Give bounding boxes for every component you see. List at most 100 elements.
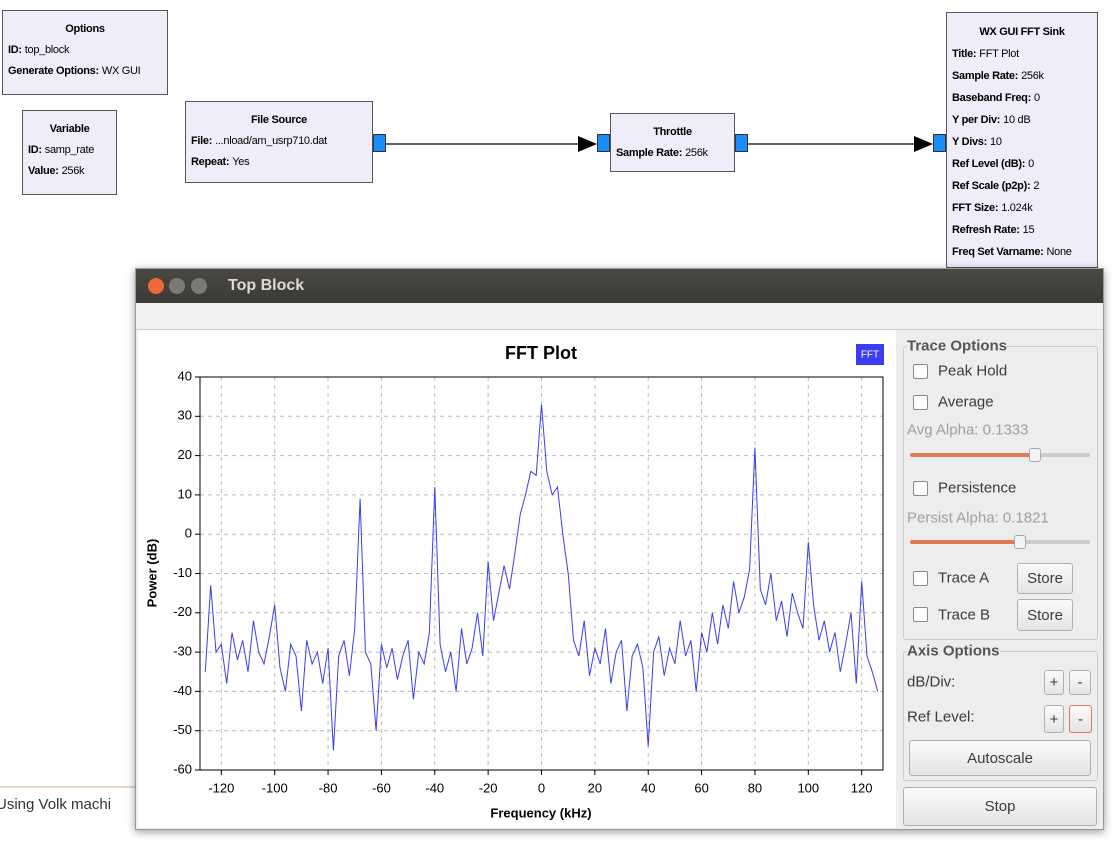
x-tick-label: -40: [425, 780, 444, 795]
x-tick-label: 60: [694, 780, 708, 795]
autoscale-button[interactable]: Autoscale: [909, 740, 1091, 776]
x-tick-label: 120: [851, 780, 873, 795]
block-param: Refresh Rate: 15: [952, 219, 1092, 241]
output-port[interactable]: [373, 134, 386, 152]
x-tick-label: -100: [262, 780, 288, 795]
param-value: Yes: [232, 156, 250, 168]
param-key: FFT Size:: [952, 202, 999, 214]
store-button[interactable]: Store: [1017, 563, 1073, 594]
param-key: Baseband Freq:: [952, 92, 1031, 104]
block-param: Freq Set Varname: None: [952, 241, 1092, 263]
x-axis-label: Frequency (kHz): [490, 805, 591, 820]
plus-button[interactable]: +: [1044, 705, 1064, 733]
maximize-button[interactable]: [191, 278, 207, 294]
section-title: Trace Options: [907, 337, 1008, 355]
param-value: 0: [1028, 158, 1034, 170]
param-key: Ref Level (dB):: [952, 158, 1026, 170]
chart-title: FFT Plot: [505, 343, 577, 363]
param-value: FFT Plot: [979, 48, 1019, 60]
title-bar: Top Block: [136, 269, 1103, 303]
x-tick-label: 20: [588, 780, 602, 795]
y-tick-label: -30: [173, 644, 192, 659]
block-param: Value: 256k: [28, 161, 111, 182]
block: File Source File: ...nload/am_usrp710.dat R…: [185, 101, 373, 183]
input-port[interactable]: [597, 134, 610, 152]
slider-knob[interactable]: [1029, 448, 1041, 462]
block-param: Ref Level (dB): 0: [952, 153, 1092, 175]
param-value: None: [1046, 246, 1072, 258]
legend-swatch: [856, 344, 884, 365]
block: Throttle Sample Rate: 256k: [610, 113, 735, 172]
minus-button[interactable]: -: [1069, 670, 1091, 695]
x-tick-label: -20: [479, 780, 498, 795]
param-key: Freq Set Varname:: [952, 246, 1044, 258]
slider-label: Persist Alpha: 0.1821: [907, 509, 1049, 527]
close-button[interactable]: [148, 278, 164, 294]
param-key: Generate Options:: [8, 65, 99, 77]
param-key: Sample Rate:: [952, 70, 1019, 82]
block: WX GUI FFT Sink Title: FFT Plot Sample Rate…: [946, 12, 1098, 268]
legend-label: FFT: [861, 350, 879, 361]
arrow-head: [578, 136, 597, 152]
input-port[interactable]: [933, 134, 946, 152]
block-param: File: ...nload/am_usrp710.dat: [191, 131, 367, 152]
block-title: Throttle: [653, 126, 692, 138]
plot-frame: [199, 376, 884, 771]
checkbox-label: Trace B: [938, 606, 990, 624]
block-param: Title: FFT Plot: [952, 43, 1092, 65]
param-key: Value:: [28, 165, 59, 177]
section-title: Axis Options: [907, 642, 1000, 660]
block-param: Ref Scale (p2p): 2: [952, 175, 1092, 197]
param-key: Title:: [952, 48, 977, 60]
stop-button[interactable]: Stop: [903, 787, 1097, 826]
slider-fill: [910, 540, 1020, 544]
field-label: dB/Div:: [907, 673, 956, 691]
block-param: Repeat: Yes: [191, 152, 367, 173]
slider-knob[interactable]: [1014, 535, 1026, 549]
checkbox[interactable]: [913, 364, 928, 379]
y-tick-label: -20: [173, 604, 192, 619]
arrow-head: [914, 136, 933, 152]
block-param: ID: top_block: [8, 40, 162, 61]
x-tick-label: 100: [797, 780, 819, 795]
window: Top Block: [135, 268, 1104, 830]
checkbox-label: Persistence: [938, 479, 1017, 497]
param-value: WX GUI: [101, 65, 141, 77]
checkbox-label: Average: [938, 393, 994, 411]
y-axis-label: Power (dB): [144, 539, 159, 608]
param-value: 10: [990, 136, 1002, 148]
param-value: 256k: [1021, 70, 1044, 82]
y-tick-label: -10: [173, 565, 192, 580]
block-param: ID: samp_rate: [28, 140, 111, 161]
fft-trace: [204, 404, 879, 751]
param-value: samp_rate: [44, 144, 95, 156]
checkbox[interactable]: [913, 395, 928, 410]
minus-button[interactable]: -: [1069, 705, 1092, 733]
minimize-button[interactable]: [169, 278, 185, 294]
param-value: 256k: [685, 147, 708, 159]
param-key: Y Divs:: [952, 136, 987, 148]
output-port[interactable]: [735, 134, 748, 152]
y-tick-label: -40: [173, 683, 192, 698]
param-value: top_block: [24, 44, 70, 56]
param-value: 10 dB: [1003, 114, 1031, 126]
param-key: ID:: [8, 44, 22, 56]
param-key: File:: [191, 135, 213, 147]
checkbox[interactable]: [913, 481, 928, 496]
param-key: Refresh Rate:: [952, 224, 1020, 236]
block-param: Y Divs: 10: [952, 131, 1092, 153]
y-tick-label: 40: [178, 368, 192, 383]
x-tick-label: 0: [538, 780, 545, 795]
plus-button[interactable]: +: [1044, 670, 1064, 695]
checkbox[interactable]: [913, 607, 928, 622]
block-param: Baseband Freq: 0: [952, 87, 1092, 109]
param-key: Y per Div:: [952, 114, 1001, 126]
store-button[interactable]: Store: [1017, 599, 1073, 631]
x-tick-label: -120: [208, 780, 234, 795]
checkbox[interactable]: [913, 571, 928, 586]
y-tick-label: -50: [173, 722, 192, 737]
window-title: Top Block: [228, 277, 305, 294]
block: Options ID: top_block Generate Options: WX G…: [2, 10, 168, 95]
slider-label: Avg Alpha: 0.1333: [907, 421, 1029, 439]
